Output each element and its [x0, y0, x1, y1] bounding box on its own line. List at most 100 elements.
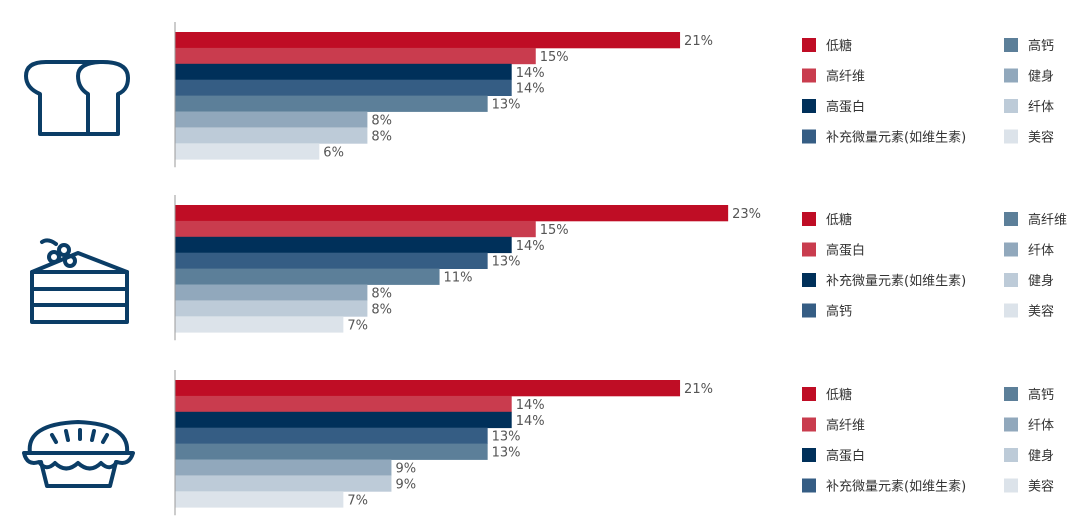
legend-label: 纤体 [1028, 244, 1054, 259]
legend-label: 纤体 [1028, 419, 1054, 434]
value-label: 13% [492, 430, 521, 445]
legend-swatch [1004, 273, 1018, 287]
value-label: 7% [347, 493, 368, 508]
bar [175, 236, 512, 254]
legend-label: 健身 [1028, 69, 1054, 85]
legend-swatch [1004, 303, 1018, 318]
legend-label: 高蛋白 [826, 99, 865, 115]
legend-swatch [1004, 38, 1018, 52]
legend-swatch [802, 417, 816, 432]
value-label: 6% [323, 145, 344, 160]
value-label: 15% [540, 223, 569, 238]
value-label: 13% [492, 255, 521, 270]
value-label: 15% [540, 50, 569, 65]
legend-label: 高纤维 [826, 69, 865, 85]
chart-panel: 21%15%14%14%13%8%8%6%低糖高纤维高蛋白补充微量元素(如维生素… [174, 22, 1054, 168]
value-label: 14% [516, 414, 545, 429]
bar [175, 47, 536, 65]
legend-label: 补充微量元素(如维生素) [826, 130, 966, 146]
bar [175, 459, 392, 476]
bread-icon [24, 60, 130, 136]
legend-label: 高纤维 [1028, 212, 1067, 228]
legend-label: 补充微量元素(如维生素) [826, 273, 966, 289]
value-label: 8% [371, 302, 392, 317]
legend-swatch [1004, 417, 1018, 432]
legend-swatch [1004, 68, 1018, 83]
legend-label: 高钙 [1028, 38, 1054, 54]
legend-label: 高蛋白 [826, 243, 865, 259]
legend-swatch [1004, 478, 1018, 493]
value-label: 8% [371, 287, 392, 302]
legend-swatch [802, 448, 816, 462]
legend-label: 健身 [1028, 448, 1054, 464]
value-label: 23% [732, 207, 761, 222]
bar [175, 143, 320, 160]
bar [175, 443, 488, 460]
legend-swatch [1004, 212, 1018, 226]
value-label: 13% [492, 98, 521, 113]
legend-swatch [802, 478, 816, 493]
value-label: 21% [684, 382, 713, 397]
bar [175, 127, 368, 144]
bar [175, 111, 368, 128]
legend-label: 高纤维 [826, 418, 865, 434]
legend-label: 美容 [1028, 304, 1054, 320]
bar [175, 491, 344, 508]
legend-swatch [802, 212, 816, 226]
legend-label: 低糖 [826, 38, 852, 54]
value-label: 21% [684, 34, 713, 49]
bar [175, 205, 729, 222]
legend-label: 低糖 [826, 387, 852, 403]
legend-label: 高钙 [1028, 387, 1054, 403]
bar [175, 427, 488, 444]
legend-label: 健身 [1028, 273, 1054, 289]
pie-icon [22, 420, 135, 488]
legend-swatch [1004, 448, 1018, 462]
bar [175, 316, 344, 333]
bar [175, 380, 681, 397]
value-label: 14% [516, 239, 545, 254]
bar [175, 63, 512, 81]
legend-swatch [1004, 242, 1018, 257]
legend-swatch [802, 303, 816, 318]
value-label: 13% [492, 446, 521, 461]
value-label: 14% [516, 82, 545, 97]
bar [175, 284, 368, 301]
value-label: 8% [371, 129, 392, 144]
value-label: 9% [395, 477, 416, 492]
legend-label: 美容 [1028, 479, 1054, 495]
legend-swatch [802, 129, 816, 144]
legend-swatch [1004, 99, 1018, 113]
bar [175, 300, 368, 317]
bar [175, 95, 488, 112]
chart-panel: 23%15%14%13%11%8%8%7%低糖高蛋白补充微量元素(如维生素)高钙… [174, 195, 1067, 341]
legend-label: 高钙 [826, 304, 852, 320]
bar [175, 475, 392, 492]
legend-swatch [802, 99, 816, 113]
value-label: 14% [516, 398, 545, 413]
value-label: 7% [347, 318, 368, 333]
legend-label: 低糖 [826, 212, 852, 228]
bar [175, 411, 512, 429]
bar [175, 395, 512, 413]
legend-swatch [802, 38, 816, 52]
legend-label: 纤体 [1028, 100, 1054, 115]
bar [175, 268, 440, 285]
bar [175, 220, 536, 238]
legend-swatch [802, 387, 816, 401]
chart-panel: 21%14%14%13%13%9%9%7%低糖高纤维高蛋白补充微量元素(如维生素… [174, 370, 1054, 516]
legend-swatch [802, 242, 816, 257]
bar [175, 252, 488, 269]
legend-label: 补充微量元素(如维生素) [826, 479, 966, 495]
legend-swatch [802, 273, 816, 287]
legend-swatch [802, 68, 816, 83]
value-label: 14% [516, 66, 545, 81]
legend-swatch [1004, 129, 1018, 144]
bar [175, 79, 512, 96]
legend-label: 美容 [1028, 130, 1054, 146]
bar [175, 32, 681, 49]
cake-icon [30, 238, 129, 324]
value-label: 9% [395, 462, 416, 477]
legend-label: 高蛋白 [826, 448, 865, 464]
